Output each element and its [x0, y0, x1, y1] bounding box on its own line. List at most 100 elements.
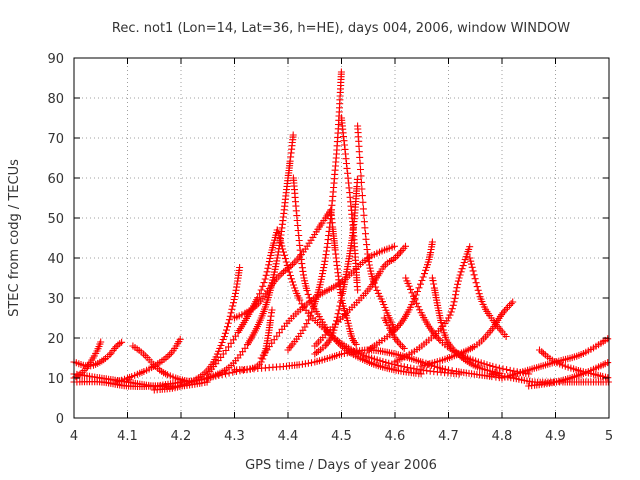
data-point: [373, 286, 381, 294]
data-point: [338, 294, 345, 302]
x-tick-label: 4.2: [171, 429, 192, 444]
series-arc33: [380, 314, 408, 352]
data-point: [400, 363, 408, 371]
data-point: [340, 350, 348, 357]
chart-title: Rec. not1 (Lon=14, Lat=36, h=HE), days 0…: [112, 21, 570, 36]
data-point: [558, 361, 566, 369]
data-point: [259, 282, 267, 290]
data-point: [409, 298, 417, 306]
data-point: [393, 252, 401, 260]
data-point: [394, 362, 402, 369]
series-arc06: [113, 335, 184, 386]
data-point: [359, 205, 367, 213]
data-point: [320, 261, 328, 268]
data-point: [445, 314, 452, 322]
data-point: [366, 264, 374, 272]
data-point: [422, 266, 430, 274]
y-tick-label: 20: [47, 332, 64, 347]
data-point: [499, 365, 507, 373]
data-point: [216, 344, 224, 352]
data-point: [266, 254, 274, 262]
data-point: [474, 286, 482, 294]
data-point: [286, 272, 294, 279]
data-point: [222, 347, 230, 354]
data-point: [477, 359, 485, 367]
data-point: [413, 299, 421, 307]
data-point: [231, 293, 239, 300]
data-point: [455, 274, 463, 282]
data-point: [441, 365, 449, 373]
data-point: [128, 373, 136, 381]
data-point: [357, 172, 365, 180]
data-point: [289, 131, 297, 139]
data-point: [319, 267, 327, 275]
y-tick-label: 90: [47, 52, 64, 67]
data-point: [296, 296, 304, 304]
data-point: [261, 275, 269, 283]
data-point: [176, 335, 184, 343]
data-point: [471, 275, 479, 283]
data-point: [225, 316, 233, 324]
data-point: [320, 264, 328, 272]
data-point: [507, 300, 515, 308]
data-point: [218, 371, 226, 379]
y-tick-label: 40: [47, 252, 64, 267]
data-point: [220, 333, 228, 340]
x-tick-label: 4.1: [117, 429, 138, 444]
data-point: [274, 229, 282, 237]
data-point: [510, 367, 518, 375]
data-point: [278, 270, 286, 277]
data-point: [282, 258, 290, 266]
data-point: [538, 348, 546, 356]
data-point: [337, 298, 345, 306]
data-point: [118, 376, 126, 384]
data-point: [385, 244, 393, 252]
data-point: [212, 372, 220, 380]
data-point: [225, 369, 233, 377]
data-point: [303, 287, 311, 294]
data-point: [221, 329, 229, 337]
data-point: [222, 370, 229, 378]
data-point: [382, 358, 390, 366]
data-point: [353, 175, 361, 183]
data-point: [273, 254, 281, 262]
y-tick-label: 10: [47, 372, 64, 387]
data-point: [502, 305, 510, 313]
data-point: [459, 262, 467, 270]
x-tick-label: 4.9: [545, 429, 566, 444]
data-point: [411, 294, 419, 302]
data-point: [448, 367, 456, 375]
data-point: [308, 308, 316, 316]
data-point: [337, 68, 345, 76]
data-point: [452, 287, 460, 295]
data-point: [365, 261, 373, 269]
data-point: [360, 218, 368, 226]
data-point: [429, 277, 437, 285]
data-point: [262, 271, 270, 279]
data-point: [480, 360, 488, 368]
y-axis-label: STEC from codg / TECUs: [7, 159, 22, 317]
data-point: [219, 336, 227, 343]
data-point: [360, 211, 368, 219]
data-point: [230, 299, 237, 307]
data-point: [227, 309, 235, 317]
data-point: [374, 289, 382, 297]
data-point: [265, 258, 273, 266]
data-point: [473, 283, 481, 291]
data-point: [451, 294, 459, 302]
data-point: [354, 286, 362, 294]
data-point: [385, 359, 393, 367]
data-point: [498, 374, 506, 382]
data-point: [121, 375, 128, 383]
data-point: [457, 268, 465, 276]
data-point: [264, 264, 272, 272]
y-tick-label: 70: [47, 132, 64, 147]
data-point: [215, 371, 223, 379]
data-point: [336, 302, 344, 310]
data-point: [604, 335, 612, 343]
data-point: [357, 178, 365, 186]
data-point: [415, 284, 423, 292]
data-point: [106, 351, 114, 359]
data-point: [97, 338, 105, 346]
data-point: [418, 362, 426, 370]
